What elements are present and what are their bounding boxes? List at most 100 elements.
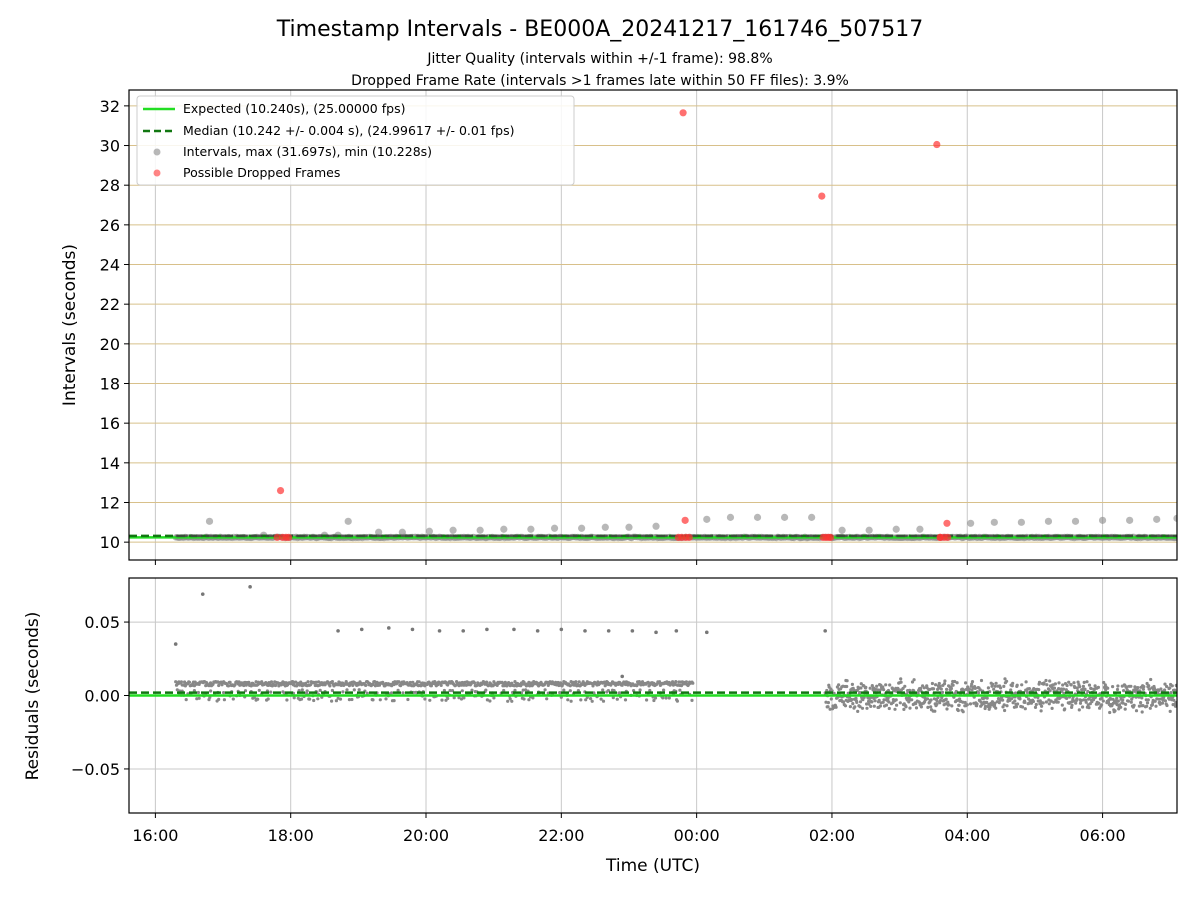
interval-outlier-point	[578, 524, 586, 532]
residual-point	[979, 700, 983, 704]
residual-point	[914, 702, 918, 706]
residual-point	[528, 684, 532, 688]
x-tick-label: 18:00	[268, 826, 314, 845]
residual-point	[568, 689, 572, 693]
residual-point	[868, 686, 872, 690]
legend-box	[136, 95, 575, 186]
residual-point	[944, 697, 948, 701]
residual-point	[867, 702, 871, 706]
residual-point	[1115, 687, 1120, 692]
residual-outlier-point	[823, 629, 827, 633]
residual-point	[330, 688, 334, 693]
residual-point	[1056, 700, 1060, 704]
legend-label-median: Median (10.242 +/- 0.004 s), (24.99617 +…	[183, 123, 514, 138]
residual-point	[977, 691, 981, 695]
residual-point	[1001, 698, 1005, 702]
residual-point	[1100, 703, 1104, 707]
residual-point	[1072, 699, 1076, 703]
residual-point	[1145, 681, 1149, 686]
bottom-ytick-label: −0.05	[71, 760, 120, 779]
residual-point	[939, 687, 943, 691]
residual-point	[887, 706, 891, 711]
residual-point	[1027, 687, 1031, 691]
residual-point	[1125, 685, 1129, 689]
residual-point	[558, 681, 563, 685]
residual-point	[545, 697, 549, 701]
residual-point	[1132, 703, 1136, 708]
residual-outlier-point	[583, 629, 587, 633]
residual-point	[926, 705, 930, 710]
residual-point	[1015, 683, 1019, 687]
top-ytick-label: 32	[100, 97, 120, 116]
residual-point	[937, 681, 941, 686]
residual-point	[397, 680, 401, 684]
residual-point	[1140, 710, 1144, 714]
interval-outlier-point	[1071, 517, 1080, 525]
residual-point	[930, 681, 935, 686]
residual-point	[1003, 677, 1007, 681]
residual-point	[260, 680, 264, 684]
residual-point	[894, 698, 898, 702]
residual-point	[824, 700, 828, 704]
residual-point	[985, 700, 989, 704]
residual-point	[1067, 680, 1071, 684]
dropped-frame-point	[818, 192, 826, 200]
residual-point	[179, 680, 183, 684]
residual-point	[1075, 686, 1079, 690]
residual-point	[237, 680, 241, 684]
residual-point	[484, 688, 488, 692]
residual-point	[577, 680, 581, 684]
residual-point	[226, 684, 231, 688]
residual-point	[470, 688, 474, 692]
bottom-ytick-label: 0.00	[84, 687, 120, 706]
residual-point	[1145, 701, 1150, 705]
interval-outlier-point	[601, 523, 609, 531]
residual-point	[1076, 680, 1080, 684]
residual-point	[983, 704, 988, 708]
legend-marker-dropped	[153, 169, 161, 177]
residual-point	[914, 706, 919, 710]
chart-title: Timestamp Intervals - BE000A_20241217_16…	[276, 17, 923, 42]
residual-outlier-point	[674, 629, 679, 633]
residual-point	[870, 700, 874, 704]
residual-point	[828, 707, 832, 711]
residual-point	[1078, 701, 1083, 705]
residual-outlier-point	[248, 585, 252, 589]
x-tick-label: 00:00	[674, 826, 720, 845]
residual-point	[452, 696, 456, 700]
legend-label-intervals: Intervals, max (31.697s), min (10.228s)	[183, 144, 432, 159]
residual-point	[488, 699, 492, 703]
residual-point	[1044, 700, 1048, 704]
residual-point	[998, 698, 1002, 702]
residual-point	[1057, 687, 1061, 691]
residual-point	[269, 690, 273, 694]
residual-point	[510, 699, 514, 703]
interval-outlier-point	[344, 517, 352, 525]
residual-point	[401, 691, 405, 695]
residual-point	[678, 688, 682, 692]
residual-point	[187, 680, 192, 684]
residual-point	[968, 702, 973, 706]
residual-point	[1102, 680, 1106, 685]
residual-point	[638, 688, 642, 692]
residual-point	[829, 697, 833, 701]
residual-point	[826, 705, 830, 709]
residual-point	[1045, 683, 1049, 687]
residual-point	[1163, 699, 1167, 703]
residual-point	[285, 698, 289, 702]
residual-point	[318, 688, 322, 693]
residual-point	[521, 688, 525, 692]
residual-point	[967, 687, 971, 691]
residual-point	[1002, 684, 1006, 689]
residual-point	[1025, 690, 1029, 695]
residual-point	[231, 697, 235, 701]
legend: Expected (10.240s), (25.00000 fps) Media…	[136, 95, 575, 186]
residual-point	[306, 680, 310, 684]
residual-point	[662, 688, 666, 692]
residual-point	[875, 684, 879, 688]
residual-point	[308, 697, 312, 701]
residual-point	[1069, 683, 1073, 687]
residual-point	[856, 709, 860, 714]
residual-point	[1124, 702, 1128, 707]
residual-point	[506, 699, 510, 703]
